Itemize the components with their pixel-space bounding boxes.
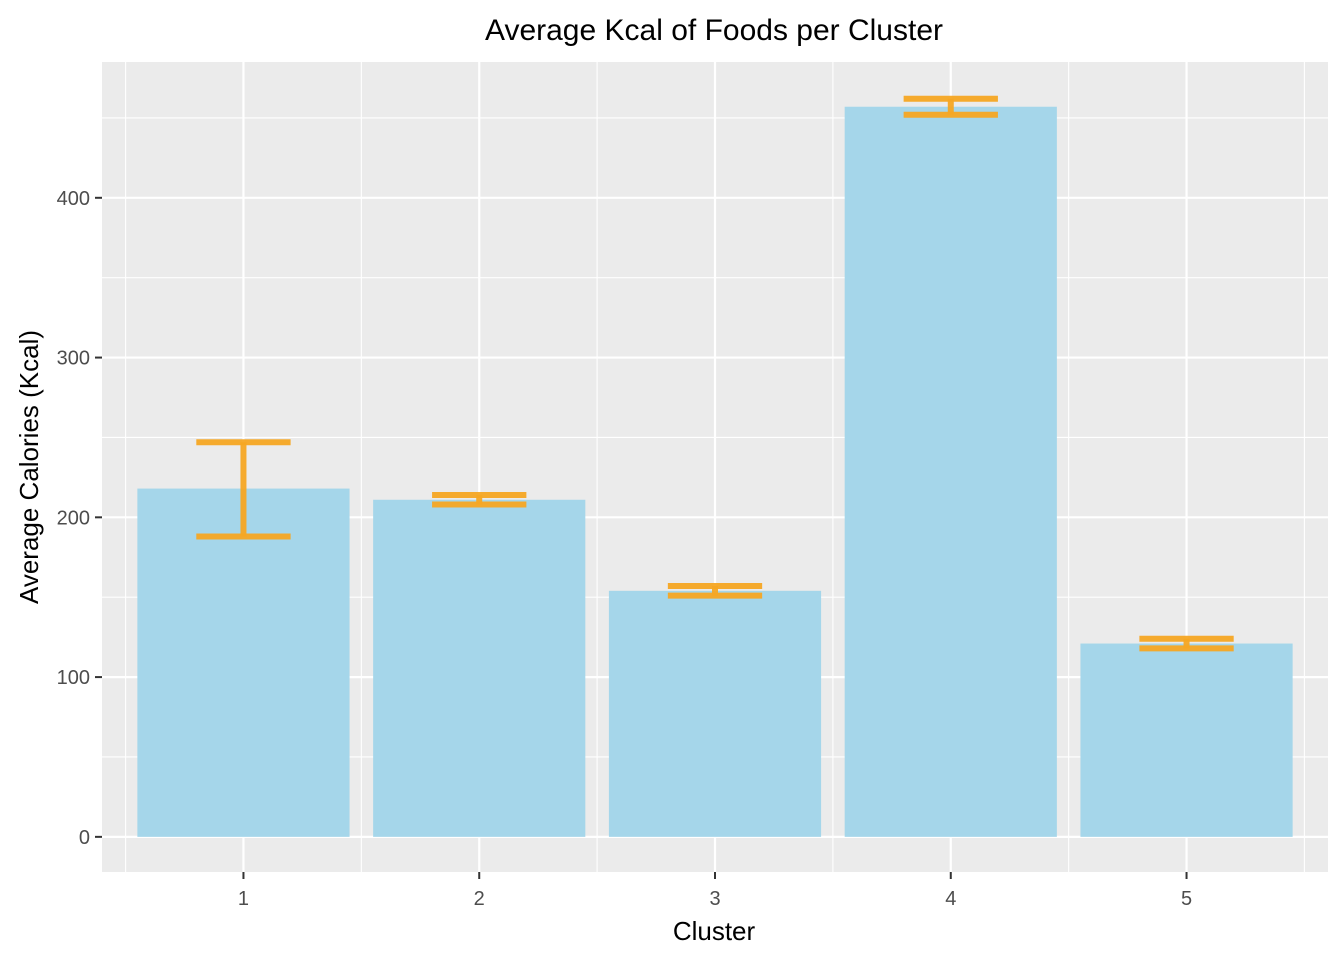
y-tick-label-1: 100 (57, 667, 90, 689)
error-bar-4 (903, 95, 998, 118)
error-bar-1 (196, 439, 291, 540)
bar-5 (1080, 643, 1293, 837)
bar-2 (373, 499, 586, 837)
y-tick-label-0: 0 (79, 827, 90, 849)
x-tick-label-4: 5 (1181, 888, 1192, 910)
bar-4 (844, 106, 1057, 837)
error-bar-3 (667, 583, 763, 599)
x-tick-label-1: 2 (474, 888, 485, 910)
y-tick-label-2: 200 (57, 507, 90, 529)
bar-1 (137, 488, 350, 837)
x-axis: 1 2 3 4 5 (238, 872, 1192, 910)
y-axis: 0 100 200 300 400 (57, 188, 102, 849)
y-tick-label-3: 300 (57, 348, 90, 370)
y-axis-title: Average Calories (Kcal) (14, 330, 44, 604)
x-tick-label-2: 3 (709, 888, 720, 910)
y-tick-label-4: 400 (57, 188, 90, 210)
x-axis-title: Cluster (673, 916, 756, 946)
x-tick-label-3: 4 (945, 888, 956, 910)
error-bar-5 (1139, 635, 1234, 652)
error-bar-2 (432, 491, 527, 508)
x-tick-label-0: 1 (238, 888, 249, 910)
bars (137, 106, 1293, 837)
error-bars (196, 95, 1234, 652)
bar-3 (608, 590, 822, 837)
chart-title: Average Kcal of Foods per Cluster (485, 14, 943, 47)
